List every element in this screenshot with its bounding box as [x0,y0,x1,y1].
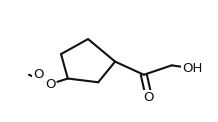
Text: OH: OH [182,62,202,75]
Text: O: O [33,68,43,81]
Text: O: O [45,78,55,91]
Text: O: O [144,91,154,104]
